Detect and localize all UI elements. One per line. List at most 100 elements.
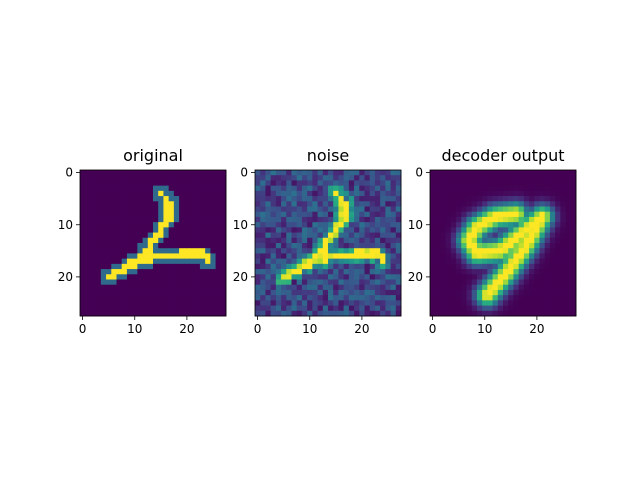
heatmap-cell — [380, 310, 386, 317]
heatmap-cell — [194, 295, 201, 301]
heatmap-cell — [549, 258, 556, 265]
heatmap-cell — [126, 295, 133, 301]
heatmap-cell — [570, 279, 577, 286]
heatmap-cell — [565, 310, 572, 317]
heatmap-cell — [270, 227, 277, 233]
heatmap-cell — [333, 190, 339, 197]
heatmap-cell — [126, 216, 133, 223]
heatmap-cell — [132, 232, 138, 239]
heatmap-cell — [456, 211, 462, 218]
heatmap-cell — [317, 295, 324, 301]
heatmap-cell — [260, 180, 266, 187]
heatmap-cell — [570, 274, 577, 280]
heatmap-cell — [328, 310, 334, 317]
heatmap-cell — [348, 269, 355, 275]
heatmap-cell — [116, 263, 123, 270]
heatmap-cell — [529, 305, 535, 312]
heatmap-cell — [555, 222, 561, 228]
heatmap-cell — [380, 295, 386, 301]
heatmap-cell — [390, 211, 397, 218]
heatmap-cell — [317, 222, 324, 228]
heatmap-cell — [199, 201, 206, 207]
heatmap-cell — [255, 248, 261, 254]
y-tick-label: 0 — [415, 166, 423, 180]
heatmap-cell — [380, 237, 386, 244]
heatmap-cell — [291, 263, 298, 270]
heatmap-cell — [565, 190, 572, 197]
heatmap-cell — [380, 185, 386, 192]
heatmap-cell — [440, 263, 447, 270]
heatmap-cell — [142, 201, 149, 207]
heatmap-cell — [369, 284, 376, 291]
heatmap-cell — [173, 237, 180, 244]
heatmap-cell — [333, 263, 339, 270]
heatmap-cell — [466, 295, 473, 301]
heatmap-cell — [380, 227, 386, 233]
heatmap-cell — [296, 269, 303, 275]
heatmap-cell — [440, 201, 447, 207]
heatmap-cell — [199, 305, 206, 312]
heatmap-cell — [508, 300, 514, 306]
heatmap-cell — [354, 206, 360, 213]
heatmap-cell — [106, 300, 112, 306]
heatmap-cell — [380, 211, 386, 218]
heatmap-cell — [301, 190, 308, 197]
heatmap-cell — [205, 248, 211, 254]
heatmap-cell — [179, 222, 185, 228]
heatmap-cell — [255, 263, 261, 270]
heatmap-cell — [220, 175, 227, 181]
heatmap-cell — [487, 284, 493, 291]
heatmap-cell — [380, 279, 386, 286]
heatmap-cell — [380, 170, 386, 176]
heatmap-cell — [106, 284, 112, 291]
heatmap-cell — [456, 180, 462, 187]
heatmap-cell — [158, 274, 164, 280]
heatmap-cell — [255, 170, 261, 176]
heatmap-cell — [132, 190, 138, 197]
heatmap-cell — [312, 211, 318, 218]
heatmap-cell — [307, 222, 313, 228]
heatmap-cell — [111, 201, 117, 207]
heatmap-cell — [153, 211, 159, 218]
heatmap-cell — [487, 201, 493, 207]
heatmap-cell — [281, 274, 287, 280]
heatmap-cell — [354, 269, 360, 275]
heatmap-cell — [265, 284, 272, 291]
heatmap-cell — [137, 222, 143, 228]
heatmap-cell — [359, 310, 365, 317]
heatmap-cell — [544, 216, 551, 223]
heatmap-cell — [142, 263, 149, 270]
heatmap-cell — [529, 190, 535, 197]
heatmap-cell — [168, 243, 175, 249]
heatmap-cell — [348, 201, 355, 207]
heatmap-cell — [322, 310, 329, 317]
heatmap-cell — [80, 232, 86, 239]
heatmap-cell — [503, 305, 509, 312]
heatmap-cell — [343, 279, 350, 286]
heatmap-cell — [328, 300, 334, 306]
y-tick-label: 10 — [58, 218, 73, 232]
heatmap-cell — [523, 253, 530, 260]
heatmap-cell — [85, 300, 91, 306]
heatmap-cell — [503, 170, 509, 176]
heatmap-cell — [173, 279, 180, 286]
heatmap-cell — [354, 248, 360, 254]
heatmap-cell — [497, 269, 504, 275]
heatmap-cell — [281, 170, 287, 176]
heatmap-cell — [173, 258, 180, 265]
heatmap-cell — [215, 279, 222, 286]
heatmap-cell — [215, 284, 222, 291]
heatmap-cell — [220, 180, 227, 187]
heatmap-cell — [523, 190, 530, 197]
heatmap-cell — [121, 196, 128, 202]
heatmap-cell — [513, 222, 520, 228]
heatmap-cell — [476, 206, 483, 213]
heatmap-cell — [544, 175, 551, 181]
heatmap-cell — [270, 263, 277, 270]
heatmap-cell — [137, 180, 143, 187]
heatmap-cell — [184, 269, 190, 275]
heatmap-cell — [85, 175, 91, 181]
heatmap-cell — [440, 227, 447, 233]
heatmap-cell — [322, 295, 329, 301]
heatmap-cell — [286, 227, 292, 233]
